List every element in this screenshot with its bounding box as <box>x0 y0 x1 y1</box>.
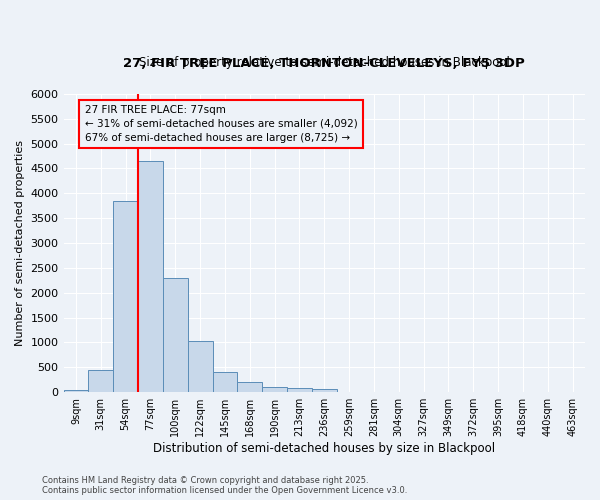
Bar <box>262 387 287 392</box>
Bar <box>113 200 138 392</box>
Bar <box>312 389 337 392</box>
Title: Size of property relative to semi-detached houses in Blackpool: Size of property relative to semi-detach… <box>139 56 510 69</box>
Text: Contains HM Land Registry data © Crown copyright and database right 2025.
Contai: Contains HM Land Registry data © Crown c… <box>42 476 407 495</box>
Bar <box>212 372 238 392</box>
Bar <box>238 382 262 392</box>
Bar <box>138 161 163 392</box>
Bar <box>88 370 113 392</box>
Text: 27 FIR TREE PLACE: 77sqm
← 31% of semi-detached houses are smaller (4,092)
67% o: 27 FIR TREE PLACE: 77sqm ← 31% of semi-d… <box>85 104 358 142</box>
Bar <box>64 390 88 392</box>
Bar <box>287 388 312 392</box>
Bar <box>163 278 188 392</box>
Bar <box>188 342 212 392</box>
X-axis label: Distribution of semi-detached houses by size in Blackpool: Distribution of semi-detached houses by … <box>153 442 496 455</box>
Text: 27, FIR TREE PLACE, THORNTON-CLEVELEYS, FY5 3DP: 27, FIR TREE PLACE, THORNTON-CLEVELEYS, … <box>124 57 525 70</box>
Y-axis label: Number of semi-detached properties: Number of semi-detached properties <box>15 140 25 346</box>
